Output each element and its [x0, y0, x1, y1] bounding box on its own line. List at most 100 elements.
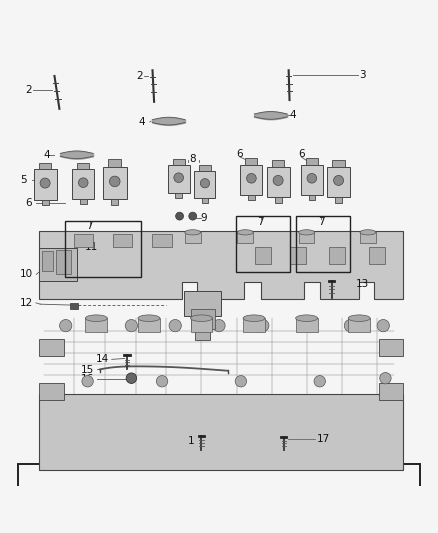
Circle shape — [300, 319, 313, 332]
Circle shape — [90, 319, 102, 332]
Bar — [194, 171, 215, 198]
Circle shape — [235, 376, 247, 387]
Ellipse shape — [237, 230, 253, 235]
Bar — [329, 247, 345, 264]
Bar — [275, 197, 282, 203]
Bar — [237, 232, 253, 243]
Bar — [348, 318, 370, 332]
Bar — [102, 167, 127, 199]
Bar — [39, 163, 51, 169]
Bar — [299, 232, 314, 243]
Bar — [152, 233, 172, 247]
Ellipse shape — [299, 230, 314, 235]
Text: 9: 9 — [201, 213, 207, 223]
Bar — [42, 251, 53, 271]
Bar — [185, 232, 201, 243]
Ellipse shape — [85, 315, 107, 321]
Bar — [195, 324, 210, 340]
Text: 6: 6 — [298, 149, 305, 159]
Bar — [236, 216, 290, 272]
Bar — [301, 165, 323, 195]
Text: 15: 15 — [81, 365, 94, 375]
Ellipse shape — [243, 315, 265, 321]
Text: 3: 3 — [359, 70, 366, 79]
Text: 10: 10 — [20, 269, 33, 279]
Circle shape — [273, 175, 283, 185]
Circle shape — [307, 173, 317, 183]
Text: 7: 7 — [86, 221, 93, 231]
Text: 6: 6 — [237, 149, 244, 159]
Circle shape — [169, 319, 181, 332]
Bar — [70, 303, 78, 309]
Circle shape — [174, 173, 184, 182]
Circle shape — [126, 373, 137, 383]
Text: 6: 6 — [25, 198, 32, 208]
Bar — [369, 247, 385, 264]
Bar — [34, 169, 57, 200]
Circle shape — [344, 319, 357, 332]
Bar — [191, 310, 215, 329]
Text: 17: 17 — [317, 434, 330, 444]
Bar — [272, 160, 284, 167]
Circle shape — [247, 173, 256, 183]
Bar — [379, 339, 403, 356]
Circle shape — [200, 179, 210, 188]
Text: 2: 2 — [25, 85, 32, 95]
Text: 13: 13 — [356, 279, 369, 289]
Bar — [18, 464, 420, 533]
Bar — [173, 159, 185, 165]
Bar — [113, 233, 132, 247]
Bar — [306, 158, 318, 165]
Text: 7: 7 — [318, 217, 325, 227]
Bar — [245, 158, 258, 165]
Bar — [248, 195, 255, 200]
Bar — [243, 318, 265, 332]
Bar — [184, 290, 221, 316]
Bar — [39, 383, 64, 400]
Text: 7: 7 — [257, 217, 264, 227]
Bar — [85, 318, 107, 332]
Ellipse shape — [191, 315, 212, 321]
Bar — [175, 193, 182, 198]
Circle shape — [60, 319, 72, 332]
Circle shape — [125, 319, 138, 332]
Circle shape — [257, 319, 269, 332]
Text: 12: 12 — [20, 298, 33, 308]
Circle shape — [380, 373, 391, 384]
Bar — [327, 167, 350, 197]
Bar — [111, 199, 118, 205]
Circle shape — [377, 319, 389, 332]
Text: 16: 16 — [81, 374, 94, 384]
Circle shape — [213, 319, 225, 332]
Circle shape — [189, 212, 197, 220]
Polygon shape — [39, 231, 403, 300]
Bar — [39, 248, 77, 281]
Bar — [296, 216, 350, 272]
Bar — [56, 250, 71, 274]
Text: 11: 11 — [85, 242, 99, 252]
Circle shape — [156, 376, 168, 387]
Bar — [335, 197, 342, 203]
Bar — [360, 232, 376, 243]
Ellipse shape — [296, 315, 318, 321]
Bar — [138, 318, 160, 332]
Text: 4: 4 — [289, 110, 296, 120]
Bar — [39, 393, 403, 470]
Text: 5: 5 — [21, 175, 27, 185]
Bar — [72, 169, 94, 199]
Bar — [39, 339, 64, 356]
Circle shape — [334, 175, 343, 185]
Circle shape — [82, 376, 93, 387]
Bar — [77, 163, 89, 169]
Bar — [108, 159, 121, 167]
Bar — [80, 199, 87, 205]
Bar — [308, 195, 315, 200]
Text: 8: 8 — [189, 154, 196, 164]
Bar — [74, 233, 93, 247]
Bar — [267, 167, 290, 197]
Bar — [191, 318, 212, 332]
Ellipse shape — [348, 315, 370, 321]
Bar — [255, 247, 271, 264]
Bar — [168, 165, 190, 193]
Bar — [332, 160, 345, 167]
